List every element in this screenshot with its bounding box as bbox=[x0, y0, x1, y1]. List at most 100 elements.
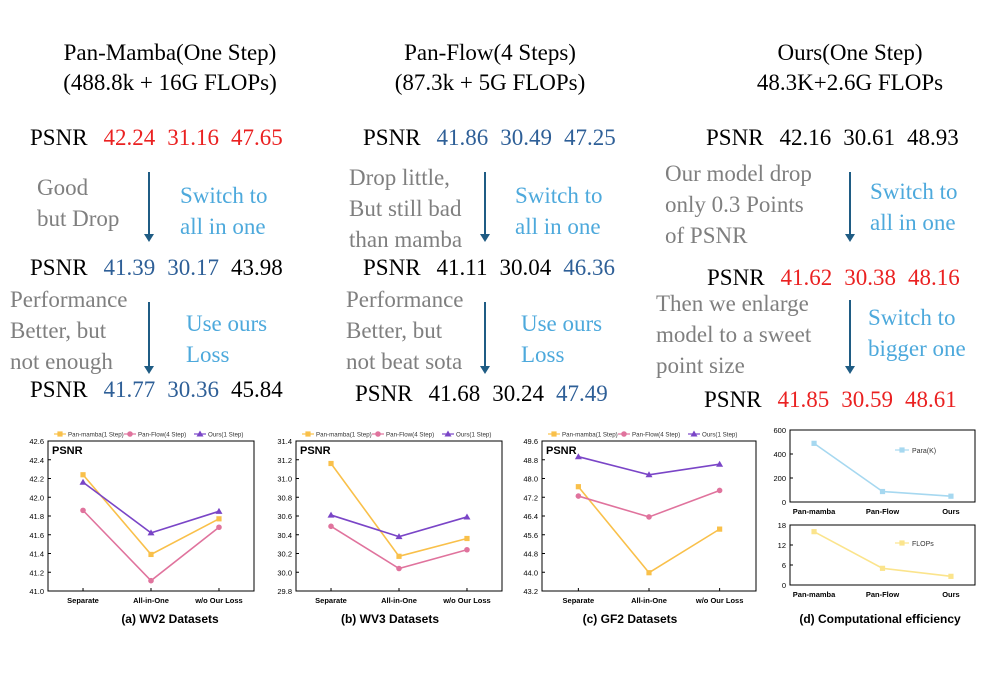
psnr-value: 30.61 bbox=[843, 125, 896, 150]
psnr-value: 41.85 bbox=[777, 387, 830, 412]
legend-marker bbox=[899, 540, 905, 546]
psnr-label: PSNR bbox=[363, 125, 421, 150]
note-line: but Drop bbox=[37, 206, 120, 231]
data-point bbox=[646, 514, 652, 520]
col1-row1: PSNR 42.24 31.16 47.65 bbox=[30, 124, 295, 152]
note-line: model to a sweet bbox=[656, 322, 812, 347]
x-tick-label: Separate bbox=[315, 596, 347, 605]
psnr-value: 43.98 bbox=[231, 255, 283, 280]
psnr-value: 30.17 bbox=[167, 255, 220, 280]
psnr-value: 47.25 bbox=[564, 125, 616, 150]
y-tick-label: 31.2 bbox=[277, 456, 292, 465]
psnr-value: 45.84 bbox=[231, 377, 283, 402]
psnr-value: 30.24 bbox=[492, 381, 545, 406]
y-tick-label: 41.6 bbox=[29, 531, 44, 540]
legend-marker bbox=[444, 430, 452, 437]
note-line: than mamba bbox=[349, 227, 463, 252]
y-tick-label: 44.0 bbox=[523, 568, 538, 577]
y-tick-label: 48.8 bbox=[523, 456, 538, 465]
y-tick-label: 400 bbox=[773, 450, 786, 459]
col3-title-name: Ours(One Step) bbox=[777, 40, 923, 65]
chart-title: PSNR bbox=[546, 445, 577, 457]
switch-line: bigger one bbox=[868, 336, 966, 361]
y-tick-label: 41.2 bbox=[29, 568, 44, 577]
y-tick-label: 30.8 bbox=[277, 493, 292, 502]
data-point bbox=[216, 524, 222, 531]
col1-row2: PSNR 41.39 30.17 43.98 bbox=[30, 254, 295, 282]
psnr-value: 48.16 bbox=[908, 265, 960, 290]
x-tick-label: w/o Our Loss bbox=[695, 596, 744, 605]
col2-switch2: Use ours Loss bbox=[521, 308, 602, 370]
chart-title: PSNR bbox=[300, 445, 331, 457]
y-tick-label: 31.0 bbox=[277, 475, 292, 484]
note-line: Then we enlarge bbox=[656, 291, 809, 316]
col2-row2: PSNR 41.11 30.04 46.36 bbox=[363, 254, 627, 282]
legend-label: Para(K) bbox=[912, 448, 936, 455]
col1-note1: Good but Drop bbox=[37, 172, 119, 234]
data-point bbox=[79, 478, 87, 485]
col1-arrow2 bbox=[144, 302, 154, 374]
y-tick-label: 41.8 bbox=[29, 512, 44, 521]
psnr-label: PSNR bbox=[30, 255, 88, 280]
y-tick-label: 200 bbox=[773, 474, 786, 483]
y-tick-label: 42.6 bbox=[29, 437, 44, 446]
psnr-label: PSNR bbox=[30, 125, 88, 150]
psnr-value: 41.39 bbox=[103, 255, 156, 280]
plot-frame bbox=[789, 429, 976, 503]
x-tick-label: Pan-mamba bbox=[793, 590, 836, 599]
col1-row3: PSNR 41.77 30.36 45.84 bbox=[30, 376, 295, 404]
col2-title-name: Pan-Flow(4 Steps) bbox=[404, 40, 576, 65]
data-point bbox=[147, 529, 155, 536]
legend-marker bbox=[196, 430, 204, 437]
y-tick-label: 43.2 bbox=[523, 587, 538, 596]
caption-wv2: (a) WV2 Datasets bbox=[121, 612, 219, 626]
switch-line: Switch to bbox=[180, 183, 268, 208]
psnr-value: 41.86 bbox=[436, 125, 489, 150]
data-point bbox=[716, 460, 724, 467]
switch-line: Switch to bbox=[515, 183, 603, 208]
y-tick-label: 47.2 bbox=[523, 493, 538, 502]
data-point bbox=[574, 453, 582, 460]
y-tick-label: 30.4 bbox=[277, 531, 292, 540]
note-line: Good bbox=[37, 175, 89, 200]
y-tick-label: 41.4 bbox=[29, 550, 44, 559]
legend-label: Pan-Flow(4 Step) bbox=[632, 432, 680, 439]
y-tick-label: 49.6 bbox=[523, 437, 538, 446]
legend-marker bbox=[127, 431, 133, 437]
y-tick-label: 6 bbox=[782, 561, 786, 570]
legend-marker bbox=[57, 431, 63, 437]
note-line: point size bbox=[656, 353, 745, 378]
data-point bbox=[216, 516, 222, 522]
psnr-value: 47.65 bbox=[231, 125, 283, 150]
col3-switch2: Switch to bigger one bbox=[868, 302, 966, 364]
legend-marker bbox=[375, 431, 381, 437]
data-point bbox=[646, 570, 652, 576]
data-point bbox=[575, 484, 581, 490]
note-line: Performance bbox=[346, 287, 464, 312]
data-point bbox=[395, 533, 403, 540]
psnr-value: 30.49 bbox=[500, 125, 553, 150]
data-point bbox=[948, 493, 954, 499]
data-point bbox=[645, 471, 653, 478]
switch-line: Use ours bbox=[186, 311, 268, 336]
data-point bbox=[396, 565, 402, 572]
data-point bbox=[879, 488, 886, 495]
col1-note2: Performance Better, but not enough bbox=[10, 284, 128, 377]
col3-switch1: Switch to all in one bbox=[870, 176, 958, 238]
plot-frame bbox=[789, 524, 976, 586]
series-line bbox=[577, 486, 721, 574]
psnr-value: 42.16 bbox=[779, 125, 832, 150]
switch-line: all in one bbox=[515, 214, 601, 239]
plot-frame bbox=[47, 440, 255, 592]
psnr-value: 41.11 bbox=[436, 255, 488, 280]
legend-label: Pan-Flow(4 Step) bbox=[386, 432, 434, 439]
chart-title: PSNR bbox=[52, 445, 83, 457]
y-tick-label: 0 bbox=[782, 498, 786, 507]
note-line: only 0.3 Points bbox=[665, 192, 804, 217]
switch-line: Loss bbox=[186, 342, 230, 367]
x-tick-label: Ours bbox=[942, 507, 960, 516]
col2-row1: PSNR 41.86 30.49 47.25 bbox=[363, 124, 628, 152]
col1-title: Pan-Mamba(One Step) (488.8k + 16G FLOPs) bbox=[20, 38, 320, 98]
x-tick-label: Pan-Flow bbox=[866, 507, 899, 516]
note-line: not beat sota bbox=[346, 349, 463, 374]
